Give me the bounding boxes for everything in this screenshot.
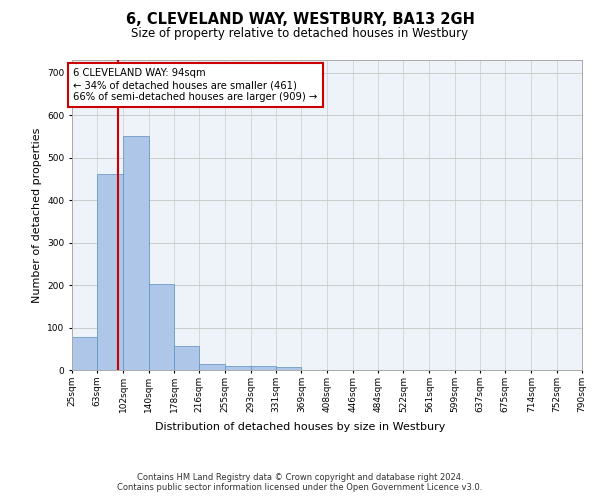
Bar	[174, 346, 199, 370]
Text: Contains HM Land Registry data © Crown copyright and database right 2024.
Contai: Contains HM Land Registry data © Crown c…	[118, 473, 482, 492]
Y-axis label: Number of detached properties: Number of detached properties	[32, 128, 41, 302]
Bar	[149, 284, 174, 370]
Bar	[72, 337, 97, 370]
Bar	[97, 174, 124, 370]
Bar	[124, 136, 149, 370]
Bar	[251, 366, 276, 370]
Bar	[199, 364, 226, 370]
Text: 6, CLEVELAND WAY, WESTBURY, BA13 2GH: 6, CLEVELAND WAY, WESTBURY, BA13 2GH	[125, 12, 475, 28]
Bar	[276, 366, 301, 370]
Text: Distribution of detached houses by size in Westbury: Distribution of detached houses by size …	[155, 422, 445, 432]
Bar	[226, 366, 251, 370]
Text: 6 CLEVELAND WAY: 94sqm
← 34% of detached houses are smaller (461)
66% of semi-de: 6 CLEVELAND WAY: 94sqm ← 34% of detached…	[73, 68, 317, 102]
Text: Size of property relative to detached houses in Westbury: Size of property relative to detached ho…	[131, 28, 469, 40]
